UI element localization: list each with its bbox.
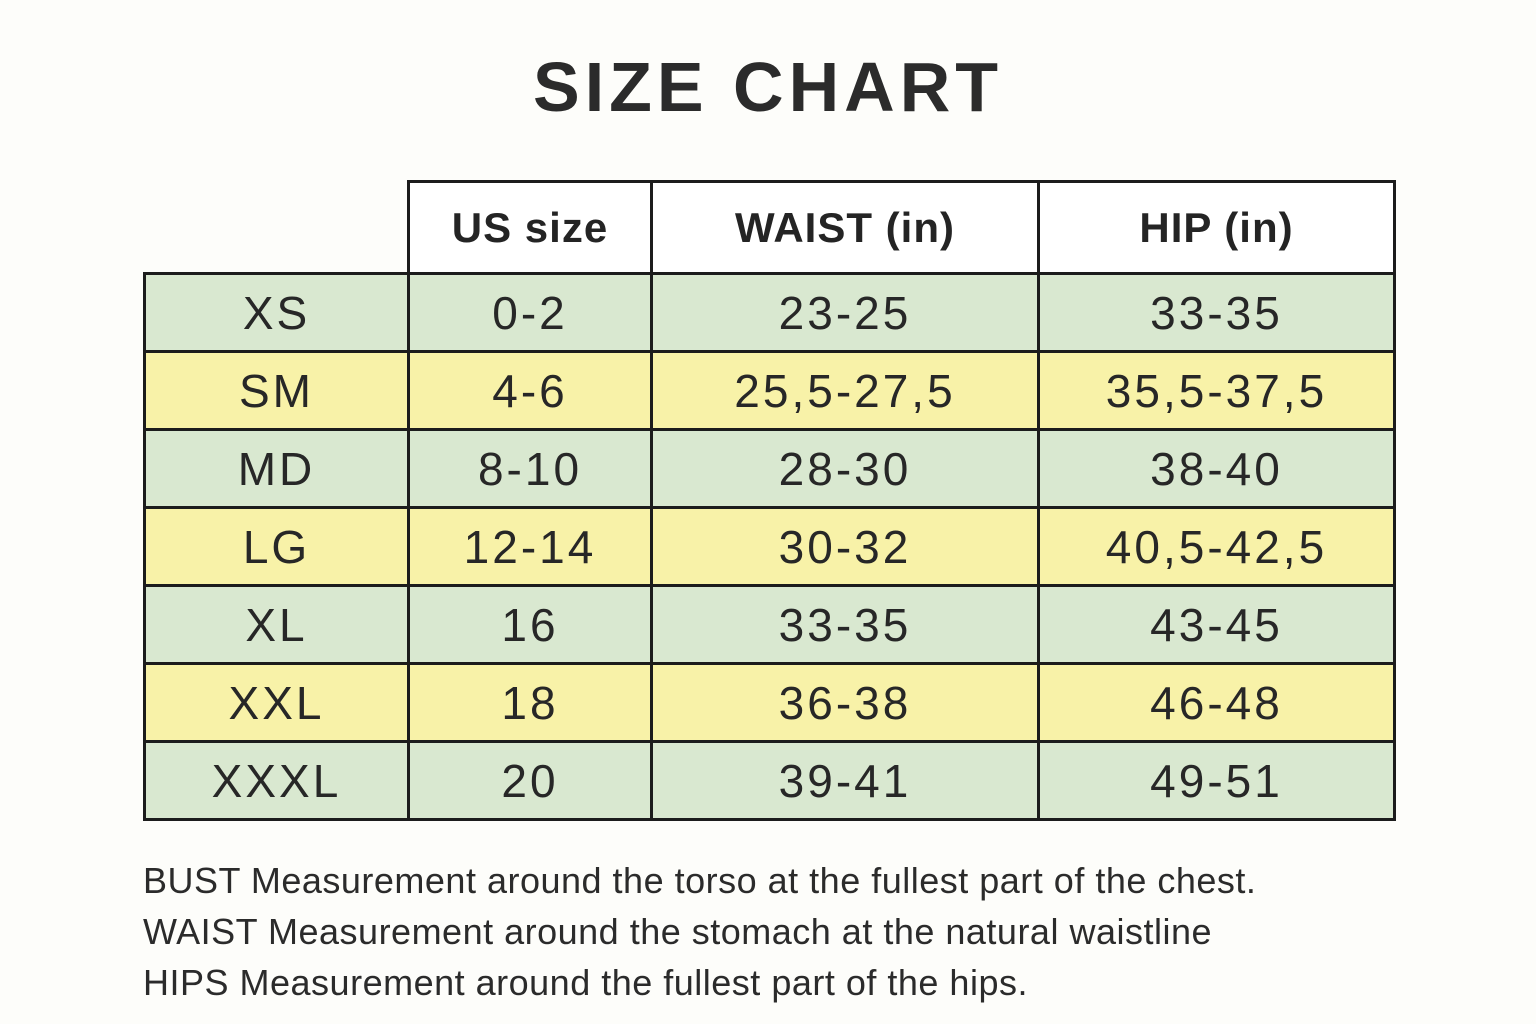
- table-row-sm: SM 4-6 25,5-27,5 35,5-37,5: [143, 350, 1396, 431]
- corner-cell-empty: [145, 182, 409, 274]
- hip-value: 46-48: [1037, 662, 1396, 743]
- hip-value: 38-40: [1037, 428, 1396, 509]
- hip-value: 35,5-37,5: [1037, 350, 1396, 431]
- hip-value: 49-51: [1037, 740, 1396, 821]
- us-size-value: 18: [407, 662, 653, 743]
- table-row-xxl: XXL 18 36-38 46-48: [143, 662, 1396, 743]
- us-size-value: 0-2: [407, 272, 653, 353]
- measurement-notes: BUST Measurement around the torso at the…: [143, 855, 1413, 1008]
- us-size-value: 8-10: [407, 428, 653, 509]
- us-size-value: 20: [407, 740, 653, 821]
- waist-value: 28-30: [650, 428, 1040, 509]
- waist-value: 39-41: [650, 740, 1040, 821]
- column-header-waist: WAIST (in): [650, 180, 1040, 275]
- us-size-value: 16: [407, 584, 653, 665]
- waist-value: 30-32: [650, 506, 1040, 587]
- size-label: XL: [143, 584, 410, 665]
- header-row: US size WAIST (in) HIP (in): [145, 180, 1396, 275]
- hip-value: 43-45: [1037, 584, 1396, 665]
- size-label: XXXL: [143, 740, 410, 821]
- waist-value: 23-25: [650, 272, 1040, 353]
- us-size-value: 12-14: [407, 506, 653, 587]
- column-header-hip: HIP (in): [1037, 180, 1396, 275]
- column-header-us-size: US size: [407, 180, 653, 275]
- waist-value: 36-38: [650, 662, 1040, 743]
- note-hips: HIPS Measurement around the fullest part…: [143, 962, 1028, 1003]
- size-label: LG: [143, 506, 410, 587]
- hip-value: 33-35: [1037, 272, 1396, 353]
- note-waist: WAIST Measurement around the stomach at …: [143, 911, 1213, 952]
- size-label: XS: [143, 272, 410, 353]
- note-bust: BUST Measurement around the torso at the…: [143, 860, 1257, 901]
- size-label: SM: [143, 350, 410, 431]
- us-size-value: 4-6: [407, 350, 653, 431]
- size-label: MD: [143, 428, 410, 509]
- table-row-md: MD 8-10 28-30 38-40: [143, 428, 1396, 509]
- waist-value: 25,5-27,5: [650, 350, 1040, 431]
- waist-value: 33-35: [650, 584, 1040, 665]
- table-row-xs: XS 0-2 23-25 33-35: [143, 272, 1396, 353]
- table-row-xxxl: XXXL 20 39-41 49-51: [143, 740, 1396, 821]
- table-row-xl: XL 16 33-35 43-45: [143, 584, 1396, 665]
- size-label: XXL: [143, 662, 410, 743]
- page-title: SIZE CHART: [533, 48, 1003, 126]
- table-row-lg: LG 12-14 30-32 40,5-42,5: [143, 506, 1396, 587]
- hip-value: 40,5-42,5: [1037, 506, 1396, 587]
- size-chart-table: US size WAIST (in) HIP (in) XS 0-2 23-25…: [143, 180, 1396, 821]
